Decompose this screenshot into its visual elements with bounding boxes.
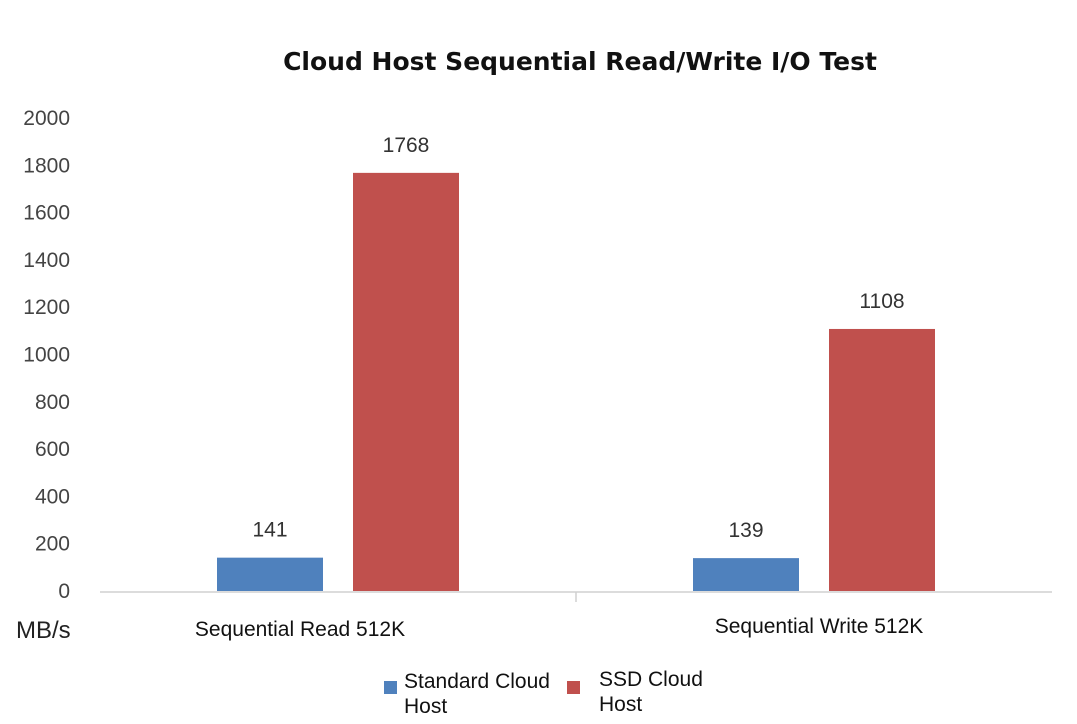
bar-value-label: 1768 (383, 134, 430, 157)
y-tick-label: 1000 (23, 344, 70, 367)
legend-swatch-ssd (567, 681, 580, 694)
legend: Standard Cloud Host SSD Cloud Host (384, 668, 709, 718)
y-tick-label: 600 (35, 438, 70, 461)
y-tick-label: 1400 (23, 249, 70, 272)
x-category-label: Sequential Write 512K (715, 615, 924, 638)
y-tick-label: 1600 (23, 202, 70, 225)
bar (217, 557, 323, 591)
y-tick-label: 1200 (23, 296, 70, 319)
bar (353, 172, 459, 592)
y-axis-unit-label: MB/s (16, 617, 71, 644)
y-tick-label: 800 (35, 391, 70, 414)
y-tick-label: 400 (35, 485, 70, 508)
legend-label-ssd: SSD Cloud Host (599, 668, 709, 716)
bar-value-label: 1108 (859, 290, 904, 313)
bar (829, 328, 935, 591)
x-category-label: Sequential Read 512K (195, 618, 405, 641)
y-tick-label: 1800 (23, 154, 70, 177)
legend-swatch-standard (384, 681, 397, 694)
bar-value-label: 141 (252, 519, 287, 542)
chart-title: Cloud Host Sequential Read/Write I/O Tes… (283, 47, 877, 76)
y-tick-label: 200 (35, 533, 70, 556)
y-axis-ticks: 0 200 400 600 800 1000 1200 1400 1600 1800 2000 (23, 107, 70, 603)
y-tick-label: 0 (58, 580, 70, 603)
bar-value-label: 139 (728, 519, 763, 542)
legend-label-standard: Standard Cloud Host (404, 670, 556, 718)
category-labels: Sequential Read 512K Sequential Write 512… (195, 615, 923, 641)
bar (693, 558, 799, 591)
y-tick-label: 2000 (23, 107, 70, 130)
bars: 141 1768 139 1108 (217, 134, 935, 592)
